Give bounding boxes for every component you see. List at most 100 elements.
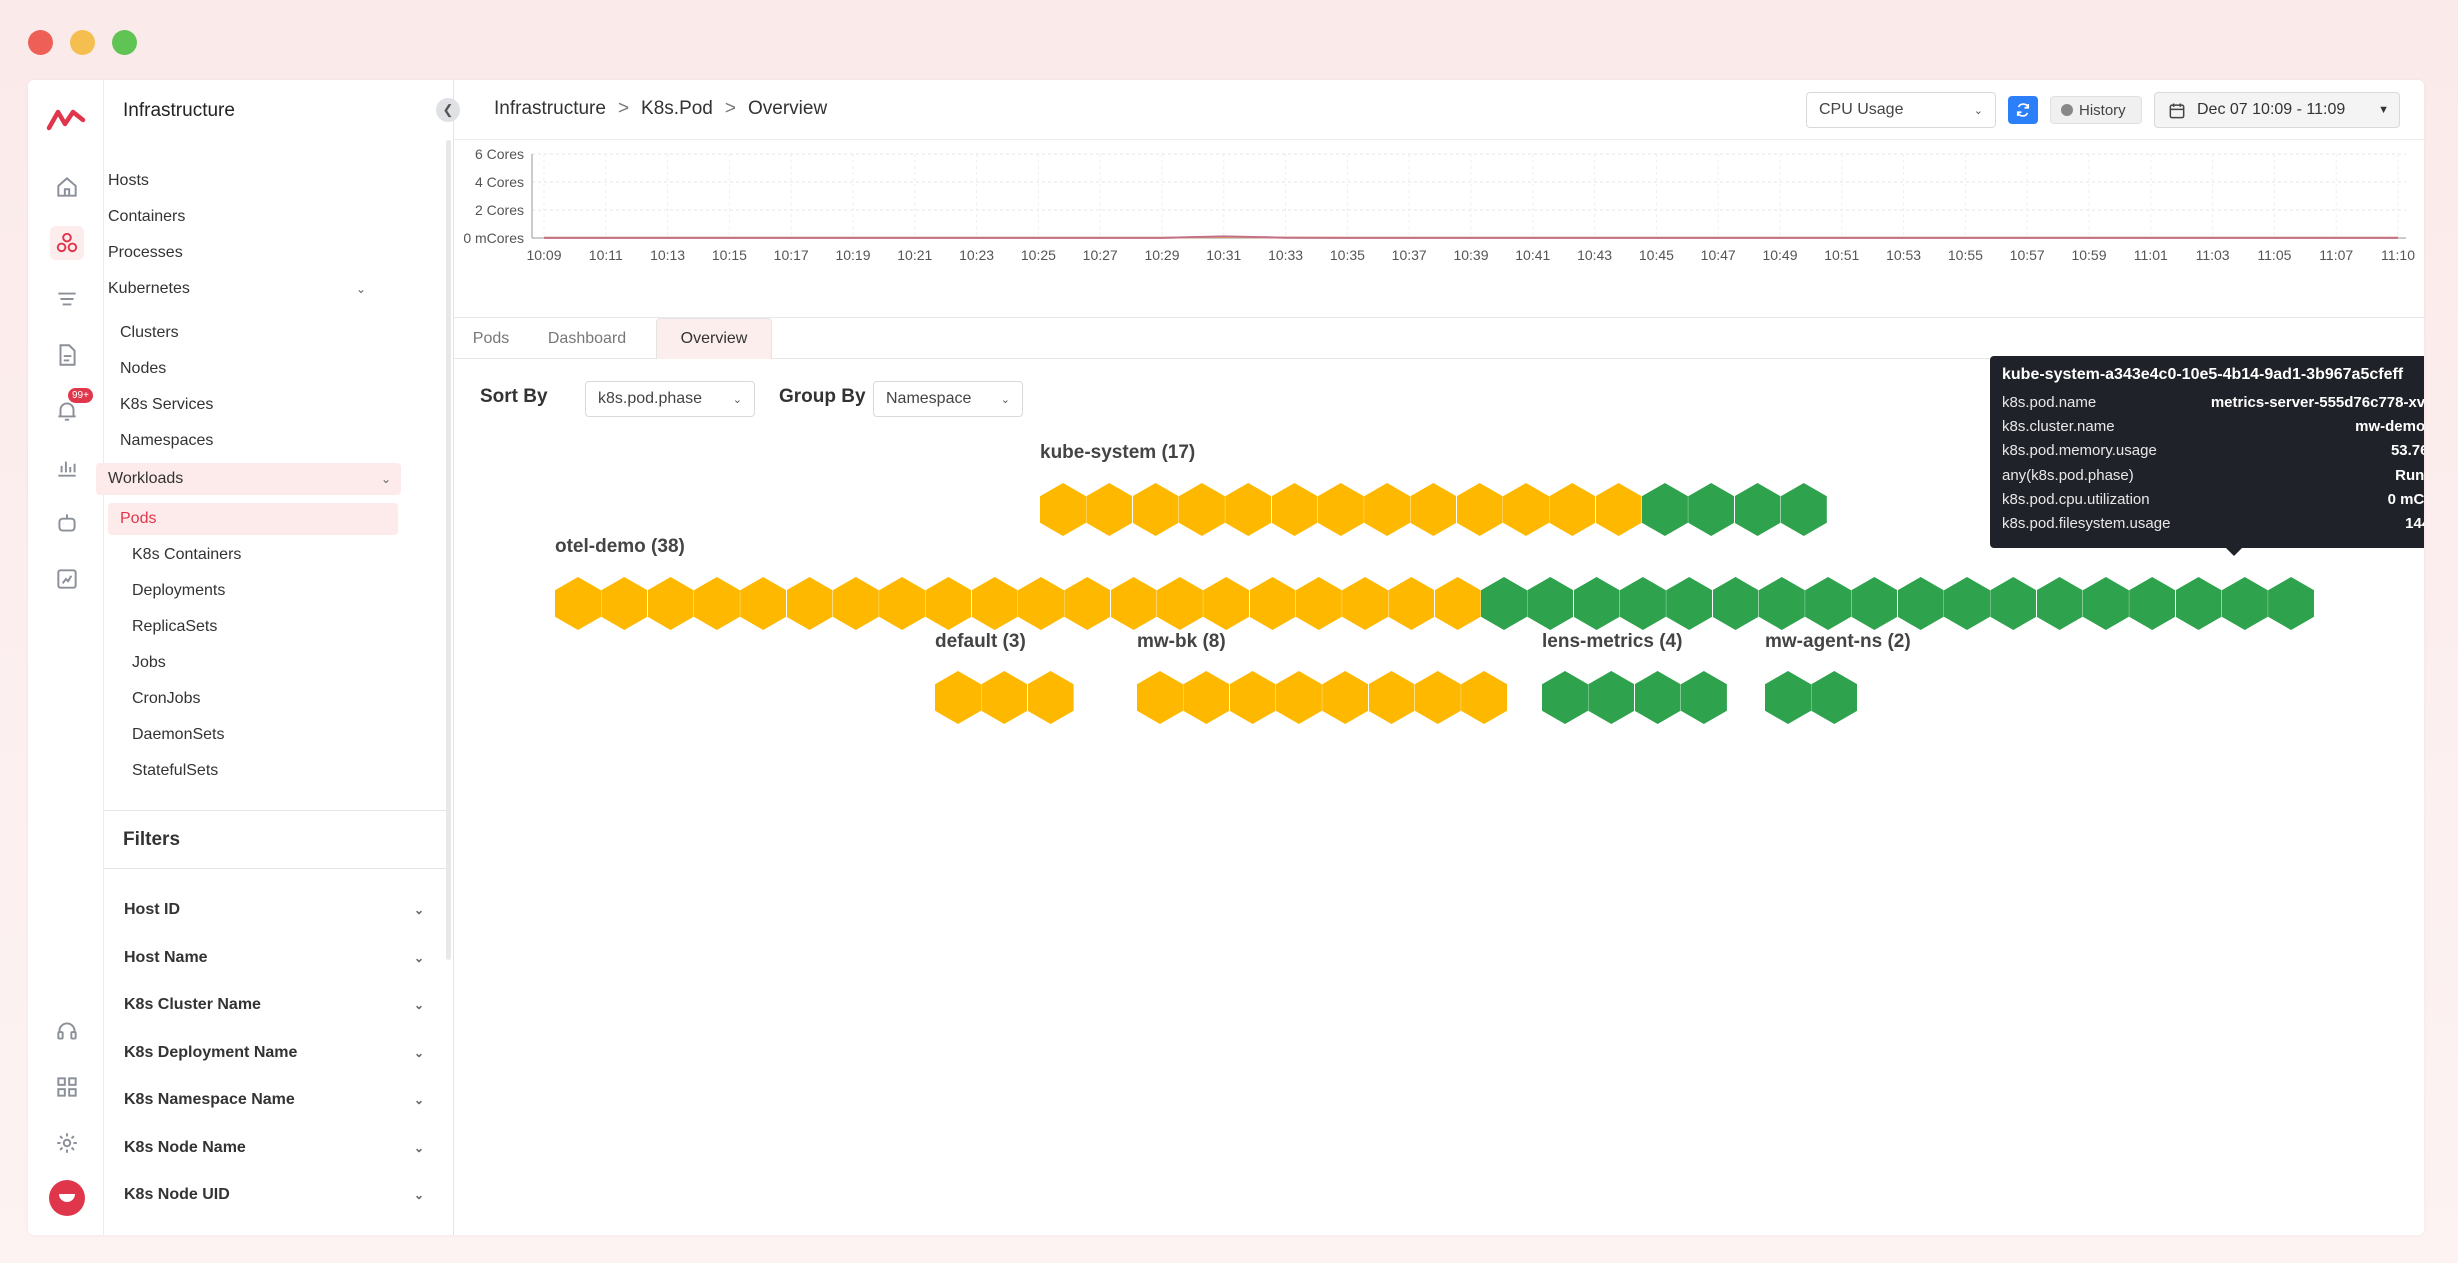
pod-hex-running[interactable] [1758,577,1805,630]
pod-hex-pending[interactable] [1434,577,1481,630]
pod-hex-pending[interactable] [1178,483,1225,536]
dashboards-icon[interactable] [50,450,84,484]
filter-host-name[interactable]: Host Name ⌄ [124,943,424,973]
pod-hex-running[interactable] [1641,483,1688,536]
pod-hex-pending[interactable] [981,671,1028,724]
apps-grid-icon[interactable] [50,1070,84,1104]
pod-hex-pending[interactable] [1461,671,1508,724]
pod-hex-pending[interactable] [1295,577,1342,630]
pod-hex-running[interactable] [1634,671,1681,724]
bot-icon[interactable] [50,506,84,540]
user-avatar[interactable] [49,1180,85,1216]
pod-hex-running[interactable] [1588,671,1635,724]
pod-hex-pending[interactable] [1229,671,1276,724]
pod-hex-running[interactable] [1680,671,1727,724]
pod-hex-pending[interactable] [879,577,926,630]
history-toggle[interactable]: History [2050,96,2142,124]
breadcrumb-k8s-pod[interactable]: K8s.Pod [641,98,713,119]
sidebar-item-pods[interactable]: Pods [108,503,398,535]
pod-hex-running[interactable] [1712,577,1759,630]
pod-hex-pending[interactable] [1414,671,1461,724]
sidebar-item-containers[interactable]: Containers [108,201,376,233]
filter-host-id[interactable]: Host ID ⌄ [124,895,424,925]
pod-hex-running[interactable] [2082,577,2129,630]
sidebar-item-daemonsets[interactable]: DaemonSets [132,719,376,751]
time-range-picker[interactable]: Dec 07 10:09 - 11:09 ▼ [2154,92,2400,128]
pod-hex-running[interactable] [1765,671,1811,724]
pod-hex-running[interactable] [1666,577,1713,630]
pod-hex-pending[interactable] [1027,671,1074,724]
window-zoom-button[interactable] [112,30,137,55]
home-icon[interactable] [50,170,84,204]
pod-hex-pending[interactable] [1064,577,1111,630]
pod-hex-pending[interactable] [1183,671,1230,724]
pod-hex-pending[interactable] [832,577,879,630]
pod-hex-pending[interactable] [1503,483,1549,536]
pod-hex-running[interactable] [1573,577,1620,630]
pod-hex-running[interactable] [1688,483,1735,536]
pod-hex-pending[interactable] [693,577,740,630]
pod-hex-pending[interactable] [1137,671,1183,724]
pod-hex-pending[interactable] [935,671,981,724]
sidebar-item-nodes[interactable]: Nodes [120,353,376,385]
sidebar-item-processes[interactable]: Processes [108,237,376,269]
sidebar-item-statefulsets[interactable]: StatefulSets [132,755,376,787]
pod-hex-running[interactable] [1481,577,1527,630]
pod-hex-pending[interactable] [1249,577,1296,630]
sidebar-item-clusters[interactable]: Clusters [120,317,376,349]
pod-hex-pending[interactable] [555,577,601,630]
pod-hex-pending[interactable] [1364,483,1411,536]
sort-by-select[interactable]: k8s.pod.phase ⌄ [585,381,755,417]
sidebar-item-workloads[interactable]: Workloads ⌄ [96,463,401,495]
pod-hex-running[interactable] [1527,577,1574,630]
tab-dashboard[interactable]: Dashboard [547,329,627,347]
refresh-button[interactable] [2008,96,2038,124]
sidebar-item-replicasets[interactable]: ReplicaSets [132,611,376,643]
pod-hex-pending[interactable] [1225,483,1272,536]
pod-hex-pending[interactable] [1203,577,1250,630]
sidebar-item-k8s-services[interactable]: K8s Services [120,389,376,421]
pod-hex-pending[interactable] [1040,483,1086,536]
pod-hex-running[interactable] [1780,483,1827,536]
pod-hex-pending[interactable] [740,577,787,630]
pod-hex-pending[interactable] [1275,671,1322,724]
pod-hex-running[interactable] [1734,483,1781,536]
group-by-select[interactable]: Namespace ⌄ [873,381,1023,417]
filter-k8s-node-uid[interactable]: K8s Node UID ⌄ [124,1180,424,1210]
pod-hex-pending[interactable] [1456,483,1503,536]
pod-hex-pending[interactable] [1388,577,1435,630]
user-analytics-icon[interactable] [50,562,84,596]
window-minimize-button[interactable] [70,30,95,55]
logs-icon[interactable] [50,282,84,316]
pod-hex-pending[interactable] [1018,577,1064,630]
pod-hex-pending[interactable] [1410,483,1457,536]
pod-hex-pending[interactable] [1368,671,1415,724]
breadcrumb-infrastructure[interactable]: Infrastructure [494,98,606,119]
tab-pods[interactable]: Pods [472,329,510,347]
tab-overview[interactable]: Overview [656,318,772,359]
sidebar-scrollbar[interactable] [446,140,451,960]
pod-hex-pending[interactable] [925,577,972,630]
sidebar-item-cronjobs[interactable]: CronJobs [132,683,376,715]
pod-hex-running[interactable] [2221,577,2268,630]
pod-hex-pending[interactable] [601,577,648,630]
document-icon[interactable] [50,338,84,372]
pod-hex-running[interactable] [1805,577,1852,630]
sidebar-item-hosts[interactable]: Hosts [108,165,376,197]
pod-hex-pending[interactable] [1317,483,1364,536]
filter-k8s-cluster-name[interactable]: K8s Cluster Name ⌄ [124,990,424,1020]
infrastructure-icon[interactable] [50,226,84,260]
pod-hex-running[interactable] [2036,577,2083,630]
pod-hex-pending[interactable] [1322,671,1369,724]
pod-hex-pending[interactable] [1110,577,1157,630]
sidebar-item-deployments[interactable]: Deployments [132,575,376,607]
pod-hex-pending[interactable] [1156,577,1203,630]
pod-hex-pending[interactable] [1549,483,1596,536]
pod-hex-pending[interactable] [647,577,694,630]
filter-k8s-node-name[interactable]: K8s Node Name ⌄ [124,1133,424,1163]
pod-hex-pending[interactable] [1342,577,1389,630]
pod-hex-running[interactable] [1990,577,2037,630]
logo-icon[interactable] [46,102,86,136]
settings-icon[interactable] [50,1126,84,1160]
filter-k8s-deployment-name[interactable]: K8s Deployment Name ⌄ [124,1038,424,1068]
